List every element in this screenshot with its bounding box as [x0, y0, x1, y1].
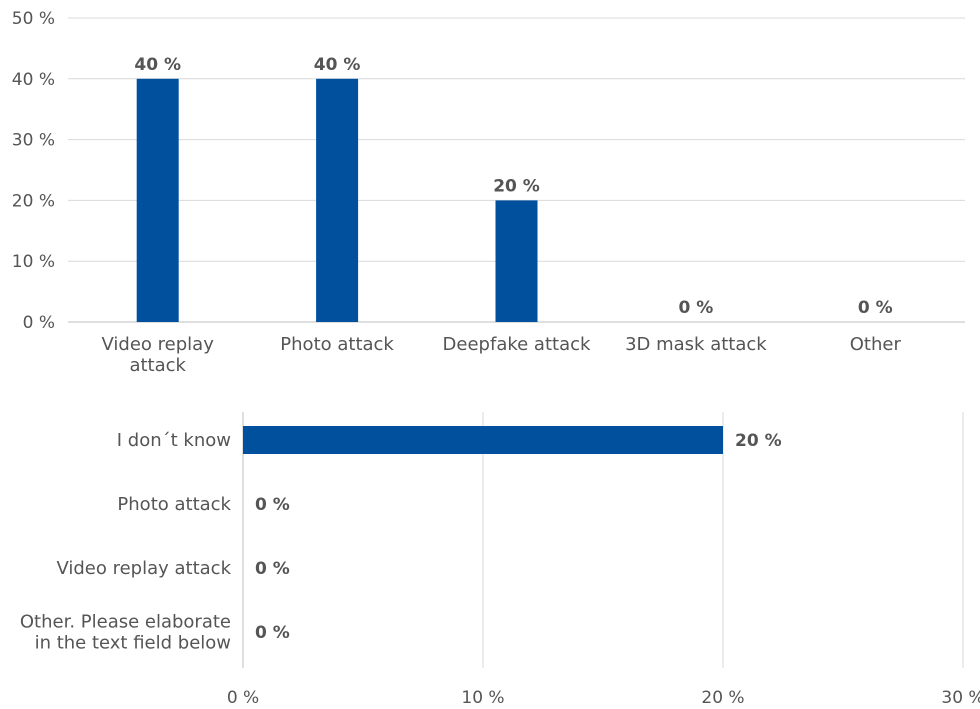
category-label: Photo attack	[280, 334, 394, 355]
y-tick-label: 20 %	[12, 191, 55, 211]
data-label: 40 %	[134, 55, 181, 75]
data-label: 40 %	[314, 55, 361, 75]
y-tick-label: 10 %	[12, 252, 55, 272]
y-tick-label: 50 %	[12, 9, 55, 29]
category-label: Video replay attack	[102, 334, 215, 376]
x-tick-label: 20 %	[701, 688, 744, 708]
category-label: Photo attack	[117, 494, 231, 515]
category-label: Deepfake attack	[443, 334, 591, 355]
category-label: I don´t know	[117, 430, 231, 451]
data-label: 0 %	[255, 495, 290, 515]
category-label: Video replay attack	[56, 558, 231, 579]
data-label: 20 %	[735, 431, 782, 451]
category-label: Other	[850, 334, 902, 355]
category-label: 3D mask attack	[625, 334, 767, 355]
data-label: 0 %	[858, 298, 893, 318]
y-tick-label: 0 %	[23, 313, 55, 333]
vertical-bar-chart: 0 % 10 % 20 % 30 % 40 % 50 % 40 % Video replay a…	[12, 9, 965, 376]
x-tick-label: 0 %	[227, 688, 259, 708]
bar	[316, 78, 359, 322]
data-label: 20 %	[493, 176, 540, 196]
data-label: 0 %	[255, 559, 290, 579]
y-tick-label: 30 %	[12, 131, 55, 151]
bar	[243, 426, 723, 454]
category-label: Other. Please elaborate in the text field…	[20, 612, 231, 654]
bar	[495, 200, 538, 322]
data-label: 0 %	[679, 298, 714, 318]
x-tick-label: 10 %	[461, 688, 504, 708]
bar	[136, 78, 179, 322]
x-tick-label: 30 %	[941, 688, 980, 708]
y-tick-label: 40 %	[12, 70, 55, 90]
data-label: 0 %	[255, 623, 290, 643]
horizontal-bar-chart: 0 % 10 % 20 % 30 % 20 % I don´t know 0 % Photo …	[20, 412, 980, 708]
